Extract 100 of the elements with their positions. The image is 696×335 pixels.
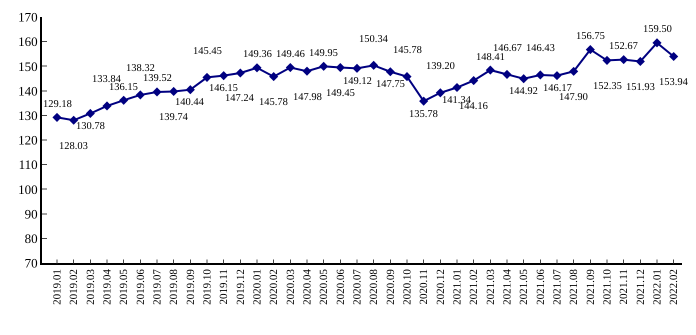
data-label: 146.17 [543, 83, 572, 94]
x-tick-label: 2020.09 [384, 268, 397, 305]
x-tick-label: 2019.03 [84, 268, 97, 305]
data-label: 140.44 [175, 97, 205, 108]
data-label: 147.98 [293, 92, 322, 103]
data-label: 149.46 [276, 49, 305, 60]
y-tick-label: 140 [18, 83, 38, 98]
y-tick-label: 100 [18, 182, 38, 197]
y-tick-label: 150 [18, 58, 38, 74]
x-tick-label: 2021.06 [534, 268, 547, 305]
y-tick-label: 110 [18, 157, 38, 172]
point [652, 38, 662, 48]
data-label: 147.75 [376, 79, 405, 90]
point [369, 60, 378, 70]
data-label: 149.36 [243, 49, 272, 60]
data-label: 147.90 [559, 92, 588, 103]
x-tick-label: 2019.04 [102, 268, 114, 305]
x-tick-label: 2021.05 [518, 268, 530, 305]
data-label: 139.74 [159, 112, 189, 123]
x-tick-label: 2020.08 [368, 268, 380, 305]
point [669, 52, 678, 62]
x-tick-label: 2019.10 [202, 268, 214, 305]
x-tick-label: 2019.06 [134, 268, 147, 305]
data-label: 159.50 [643, 24, 672, 35]
data-label: 130.78 [76, 121, 105, 132]
point [236, 68, 245, 78]
data-label: 152.35 [593, 81, 622, 92]
point [269, 72, 278, 82]
point [486, 66, 495, 75]
x-tick-label: 2021.04 [502, 268, 514, 305]
data-label: 156.75 [576, 31, 605, 42]
x-tick-label: 2021.10 [602, 268, 614, 305]
point [469, 76, 478, 86]
data-label: 153.94 [659, 77, 689, 88]
x-tick-label: 2019.05 [118, 268, 130, 305]
data-label: 146.15 [209, 83, 238, 94]
point [386, 67, 395, 76]
data-label: 149.95 [309, 48, 338, 59]
point [619, 55, 628, 64]
data-label: 146.43 [526, 43, 555, 54]
point [69, 116, 78, 125]
y-tick-label: 160 [18, 34, 38, 50]
x-tick-label: 2021.08 [568, 268, 580, 305]
point [569, 66, 578, 76]
x-tick-label: 2020.04 [302, 268, 314, 305]
x-tick-label: 2021.03 [484, 268, 497, 305]
y-tick-label: 170 [18, 10, 38, 25]
x-tick-label: 2021.12 [634, 269, 647, 305]
point [402, 72, 412, 82]
x-tick-label: 2020.12 [434, 269, 447, 305]
data-label: 139.52 [143, 73, 172, 84]
point [52, 112, 62, 122]
point [552, 71, 562, 80]
data-label: 136.15 [109, 82, 138, 93]
data-label: 146.67 [493, 43, 522, 54]
point [602, 56, 612, 65]
data-label: 138.32 [126, 63, 155, 74]
point [169, 86, 178, 96]
data-label: 150.34 [359, 34, 389, 45]
data-label: 147.24 [225, 93, 255, 104]
data-label: 128.03 [59, 141, 88, 152]
point [536, 70, 545, 80]
data-label: 144.92 [509, 86, 538, 97]
x-tick-label: 2021.01 [452, 269, 464, 305]
point [219, 71, 228, 80]
point [152, 87, 162, 97]
point [586, 45, 595, 54]
data-label: 145.45 [193, 46, 222, 57]
x-tick-label: 2021.11 [618, 269, 630, 304]
x-tick-label: 2019.02 [68, 269, 80, 305]
x-tick-label: 2019.12 [234, 269, 247, 305]
x-tick-label: 2020.06 [334, 268, 347, 305]
point [436, 88, 445, 98]
x-tick-label: 2019.01 [52, 269, 64, 305]
point [419, 96, 428, 106]
x-tick-label: 2020.07 [352, 268, 364, 305]
point [102, 101, 112, 110]
x-tick-label: 2022.01 [652, 269, 664, 305]
data-label: 135.78 [409, 109, 438, 120]
data-label: 145.78 [393, 45, 422, 56]
data-label: 129.18 [43, 99, 72, 110]
point [319, 62, 328, 71]
x-tick-label: 2020.01 [252, 269, 264, 305]
point [202, 72, 212, 82]
point [352, 64, 362, 73]
data-label: 139.20 [426, 61, 455, 72]
x-tick-label: 2020.02 [268, 269, 280, 305]
data-label: 151.93 [626, 82, 655, 93]
x-tick-label: 2020.03 [284, 268, 297, 305]
x-tick-label: 2020.10 [402, 268, 414, 305]
data-label: 148.41 [476, 52, 505, 63]
point [519, 74, 528, 84]
x-tick-label: 2022.02 [668, 269, 680, 305]
y-tick-label: 120 [18, 132, 38, 148]
point [86, 108, 95, 118]
point [336, 63, 345, 72]
x-tick-label: 2021.07 [552, 268, 564, 305]
point [452, 82, 462, 92]
y-tick-label: 70 [24, 256, 38, 271]
x-tick-label: 2021.09 [584, 268, 597, 305]
